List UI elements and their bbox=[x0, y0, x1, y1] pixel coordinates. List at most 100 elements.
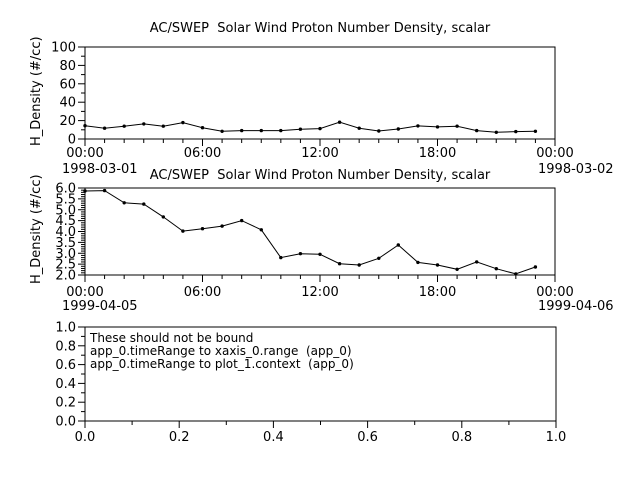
plot-2-y-tick-label: 0.6 bbox=[55, 358, 76, 373]
plot-0-y-tick-label: 40 bbox=[59, 96, 76, 111]
data-point-marker[interactable] bbox=[377, 129, 381, 133]
plot-1-y-tick-label: 5.0 bbox=[55, 203, 76, 218]
plot-1-frame[interactable] bbox=[84, 187, 556, 276]
data-point-marker[interactable] bbox=[259, 128, 263, 133]
plot-1-series-line[interactable] bbox=[84, 190, 536, 275]
data-point-marker[interactable] bbox=[279, 128, 283, 133]
plot-2-y-tick-label: 0.4 bbox=[55, 377, 76, 392]
plot-2-y-tick-label: 1.0 bbox=[55, 321, 76, 336]
data-point-marker[interactable] bbox=[142, 122, 146, 126]
data-point-marker[interactable] bbox=[337, 120, 342, 124]
plot-1-end-date-label: 1999-04-06 bbox=[538, 299, 614, 314]
data-point-marker[interactable] bbox=[475, 260, 479, 264]
plot-0-y-tick-label: 60 bbox=[59, 77, 76, 92]
plot-1-series-markers bbox=[83, 188, 538, 276]
plot-2-x-tick-label: 1.0 bbox=[546, 430, 567, 445]
plot-1-y-tick-label: 6.0 bbox=[55, 182, 76, 197]
plot-1-x-tick-label: 06:00 bbox=[184, 285, 221, 300]
plot-1-y-tick-label: 5.5 bbox=[55, 192, 76, 207]
data-point-marker[interactable] bbox=[161, 124, 165, 128]
data-point-marker[interactable] bbox=[514, 129, 518, 134]
plot-1: 2.02.53.03.54.04.55.05.56.0 00:00 06:00 12:… bbox=[55, 182, 573, 301]
data-point-marker[interactable] bbox=[377, 256, 381, 260]
plot-0: 0 20 40 60 80 100 00:00 06:00 12:00 18:00 00:00 bbox=[51, 41, 574, 162]
data-point-marker[interactable] bbox=[161, 215, 165, 219]
data-point-marker[interactable] bbox=[298, 127, 303, 131]
data-point-marker[interactable] bbox=[102, 126, 107, 130]
data-point-marker[interactable] bbox=[200, 126, 205, 130]
plot-0-series-markers bbox=[83, 120, 538, 134]
data-point-marker[interactable] bbox=[416, 124, 420, 128]
data-point-marker[interactable] bbox=[259, 228, 263, 232]
data-point-marker[interactable] bbox=[240, 128, 244, 133]
binding-annotation-line-3: app_0.timeRange to plot_1.context (app_0… bbox=[90, 357, 354, 371]
plot-0-end-date-label: 1998-03-02 bbox=[538, 162, 614, 177]
plot-1-title: AC/SWEP Solar Wind Proton Number Density… bbox=[149, 168, 491, 183]
binding-annotation-line-1: These should not be bound bbox=[90, 331, 254, 345]
plot-2: 0.0 0.2 0.4 0.6 0.8 1.0 0.0 0.2 0.4 0.6 0.8 1.0 bbox=[55, 321, 566, 446]
data-point-marker[interactable] bbox=[455, 124, 459, 128]
data-point-marker[interactable] bbox=[181, 229, 185, 233]
plot-1-start-date-label: 1999-04-05 bbox=[62, 299, 138, 314]
plot-2-x-tick-label: 0.0 bbox=[75, 430, 96, 445]
data-point-marker[interactable] bbox=[533, 265, 538, 269]
data-point-marker[interactable] bbox=[83, 189, 87, 193]
data-point-marker[interactable] bbox=[396, 243, 400, 247]
plot-0-series-line[interactable] bbox=[84, 121, 536, 133]
data-point-marker[interactable] bbox=[435, 263, 440, 267]
data-point-marker[interactable] bbox=[83, 124, 87, 128]
data-point-marker[interactable] bbox=[475, 128, 479, 133]
data-point-marker[interactable] bbox=[494, 267, 498, 271]
data-point-marker[interactable] bbox=[122, 124, 126, 128]
plot-0-y-tick-label: 0 bbox=[68, 133, 76, 148]
plot-2-x-tick-label: 0.6 bbox=[357, 430, 378, 445]
plot-1-x-tick-label: 00:00 bbox=[536, 285, 573, 300]
plot-0-start-date-label: 1998-03-01 bbox=[62, 162, 138, 177]
data-point-marker[interactable] bbox=[396, 127, 400, 131]
data-point-marker[interactable] bbox=[357, 126, 361, 130]
data-point-marker[interactable] bbox=[200, 227, 205, 231]
data-point-marker[interactable] bbox=[533, 129, 538, 133]
data-point-marker[interactable] bbox=[318, 252, 322, 256]
data-point-marker[interactable] bbox=[357, 263, 361, 267]
data-point-marker[interactable] bbox=[455, 267, 459, 271]
plot-0-x-tick-label: 06:00 bbox=[184, 146, 221, 161]
data-point-marker[interactable] bbox=[240, 218, 244, 223]
data-point-marker[interactable] bbox=[181, 120, 185, 125]
data-point-marker[interactable] bbox=[102, 188, 107, 193]
data-point-marker[interactable] bbox=[494, 130, 498, 134]
plot-1-y-tick-label: 2.0 bbox=[55, 269, 76, 284]
data-point-marker[interactable] bbox=[142, 202, 146, 206]
plot-1-x-tick-label: 18:00 bbox=[419, 285, 456, 300]
plot-2-y-tick-label: 0.2 bbox=[55, 396, 76, 411]
plot-1-x-tick-label: 12:00 bbox=[301, 285, 338, 300]
binding-annotation-line-2: app_0.timeRange to xaxis_0.range (app_0) bbox=[90, 344, 352, 358]
data-point-marker[interactable] bbox=[220, 129, 224, 133]
plot-1-y-tick-label: 2.5 bbox=[55, 258, 76, 273]
plot-0-x-tick-label: 00:00 bbox=[66, 146, 103, 161]
data-point-marker[interactable] bbox=[122, 201, 126, 205]
plot-1-y-tick-label: 3.5 bbox=[55, 236, 76, 251]
plot-1-y-tick-label: 4.5 bbox=[55, 214, 76, 229]
data-point-marker[interactable] bbox=[337, 262, 342, 266]
plot-2-x-tick-label: 0.8 bbox=[451, 430, 472, 445]
plot-2-x-tick-label: 0.2 bbox=[169, 430, 190, 445]
plot-1-x-tick-label: 00:00 bbox=[66, 285, 103, 300]
data-point-marker[interactable] bbox=[318, 126, 322, 131]
plot-0-x-tick-label: 18:00 bbox=[419, 146, 456, 161]
plot-2-x-tick-label: 0.4 bbox=[263, 430, 284, 445]
plot-0-y-tick-label: 20 bbox=[59, 114, 76, 129]
plot-0-y-tick-label: 80 bbox=[59, 59, 76, 74]
data-point-marker[interactable] bbox=[279, 255, 283, 260]
data-point-marker[interactable] bbox=[435, 125, 440, 129]
data-point-marker[interactable] bbox=[220, 224, 224, 228]
data-point-marker[interactable] bbox=[514, 272, 518, 276]
plot-2-y-tick-label: 0.0 bbox=[55, 415, 76, 430]
data-point-marker[interactable] bbox=[298, 252, 303, 256]
plot-0-y-tick-label: 100 bbox=[51, 41, 76, 56]
plot-1-y-axis-label: H_Density (#/cc) bbox=[29, 174, 44, 284]
data-point-marker[interactable] bbox=[416, 260, 420, 265]
plot-2-y-tick-label: 0.8 bbox=[55, 339, 76, 354]
